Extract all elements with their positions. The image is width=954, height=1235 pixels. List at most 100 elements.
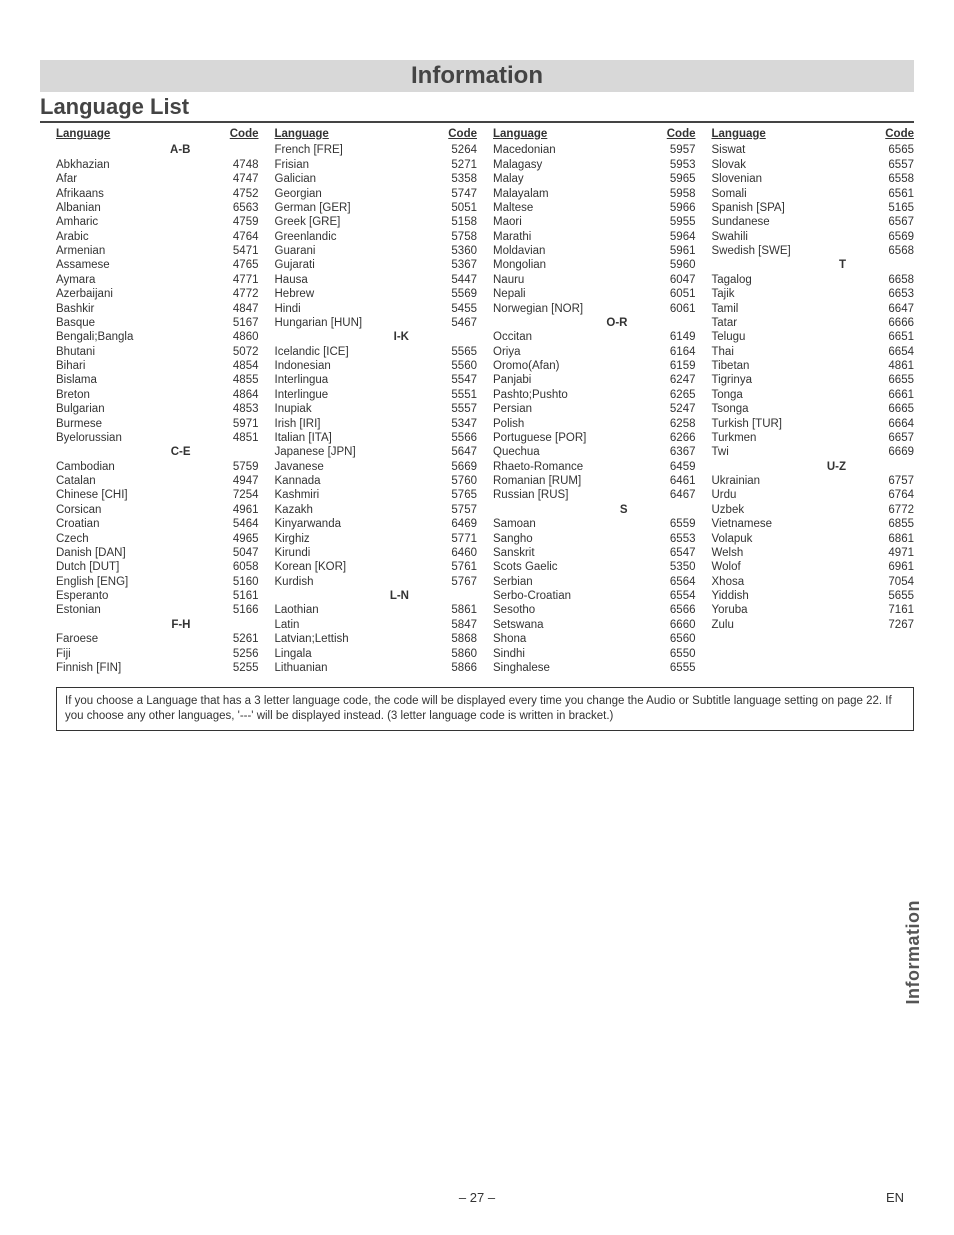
table-row: Kashmiri5765 (275, 488, 478, 502)
language-name: Polish (493, 417, 656, 431)
language-code: 6658 (874, 273, 914, 287)
table-row: Bengali;Bangla4860 (56, 330, 259, 344)
table-row: Dutch [DUT]6058 (56, 560, 259, 574)
language-code: 5957 (656, 143, 696, 157)
language-code: 5560 (437, 359, 477, 373)
header-language: Language (275, 127, 438, 141)
table-row: Zulu7267 (712, 618, 915, 632)
table-row: Catalan4947 (56, 474, 259, 488)
language-code: 6047 (656, 273, 696, 287)
section-heading-row: S (493, 503, 696, 517)
table-row: Polish6258 (493, 417, 696, 431)
language-code: 4853 (219, 402, 259, 416)
language-name: Kurdish (275, 575, 438, 589)
language-code: 5047 (219, 546, 259, 560)
table-row: Hebrew5569 (275, 287, 478, 301)
language-name: Kinyarwanda (275, 517, 438, 531)
language-code: 6555 (656, 661, 696, 675)
table-row: Russian [RUS]6467 (493, 488, 696, 502)
language-name: Kazakh (275, 503, 438, 517)
language-name: Mongolian (493, 258, 656, 272)
language-code: 6461 (656, 474, 696, 488)
table-row: Pashto;Pushto6265 (493, 388, 696, 402)
language-name: Guarani (275, 244, 438, 258)
section-heading-row: A-B (56, 143, 259, 157)
table-row: Sesotho6566 (493, 603, 696, 617)
language-name: Siswat (712, 143, 875, 157)
language-code: 7254 (219, 488, 259, 502)
language-code: 4961 (219, 503, 259, 517)
language-name: Rhaeto-Romance (493, 460, 656, 474)
language-name: Hebrew (275, 287, 438, 301)
table-row: Turkmen6657 (712, 431, 915, 445)
language-code: 5758 (437, 230, 477, 244)
language-name: Marathi (493, 230, 656, 244)
language-name: Sangho (493, 532, 656, 546)
table-row: Greek [GRE]5158 (275, 215, 478, 229)
language-code: 5271 (437, 158, 477, 172)
language-code: 5358 (437, 172, 477, 186)
column-header: LanguageCode (56, 127, 259, 141)
table-row: Malagasy5953 (493, 158, 696, 172)
language-code: 5160 (219, 575, 259, 589)
language-code: 5961 (656, 244, 696, 258)
table-row: Telugu6651 (712, 330, 915, 344)
table-row: Kannada5760 (275, 474, 478, 488)
table-row: Norwegian [NOR]6061 (493, 302, 696, 316)
language-code: 5471 (219, 244, 259, 258)
table-row: Moldavian5961 (493, 244, 696, 258)
page-title: Information (40, 62, 914, 90)
table-row: Welsh4971 (712, 546, 915, 560)
table-row: Hausa5447 (275, 273, 478, 287)
table-row: Chinese [CHI]7254 (56, 488, 259, 502)
language-name: Malagasy (493, 158, 656, 172)
language-name: Danish [DAN] (56, 546, 219, 560)
language-name: Bislama (56, 373, 219, 387)
table-row: Hindi5455 (275, 302, 478, 316)
table-row: English [ENG]5160 (56, 575, 259, 589)
language-code: 6654 (874, 345, 914, 359)
language-name: Telugu (712, 330, 875, 344)
table-row: Interlingue5551 (275, 388, 478, 402)
language-code: 6653 (874, 287, 914, 301)
column-header: LanguageCode (712, 127, 915, 141)
table-row: Swahili6569 (712, 230, 915, 244)
language-code: 5158 (437, 215, 477, 229)
header-code: Code (437, 127, 477, 141)
language-name: Tatar (712, 316, 875, 330)
table-row: Abkhazian4748 (56, 158, 259, 172)
language-name: Slovenian (712, 172, 875, 186)
table-row: Malayalam5958 (493, 187, 696, 201)
table-row: Amharic4759 (56, 215, 259, 229)
language-code: 4772 (219, 287, 259, 301)
language-code: 5464 (219, 517, 259, 531)
language-name: Zulu (712, 618, 875, 632)
language-name: Albanian (56, 201, 219, 215)
language-name: Singhalese (493, 661, 656, 675)
language-name: Irish [IRI] (275, 417, 438, 431)
section-heading-row: L-N (275, 589, 478, 603)
language-code: 6855 (874, 517, 914, 531)
language-code: 6164 (656, 345, 696, 359)
language-name: Icelandic [ICE] (275, 345, 438, 359)
language-code: 4748 (219, 158, 259, 172)
language-name: German [GER] (275, 201, 438, 215)
language-code: 6666 (874, 316, 914, 330)
language-name: Indonesian (275, 359, 438, 373)
table-row: Bislama4855 (56, 373, 259, 387)
language-code: 5161 (219, 589, 259, 603)
language-code: 6669 (874, 445, 914, 459)
table-row: Georgian5747 (275, 187, 478, 201)
table-row: Bulgarian4853 (56, 402, 259, 416)
page-number: – 27 – (459, 1190, 495, 1205)
table-row: Gujarati5367 (275, 258, 478, 272)
table-row: Thai6654 (712, 345, 915, 359)
language-name: Twi (712, 445, 875, 459)
language-name: Maltese (493, 201, 656, 215)
language-name: Oriya (493, 345, 656, 359)
language-name: Yoruba (712, 603, 875, 617)
language-name: Lingala (275, 647, 438, 661)
header-language: Language (493, 127, 656, 141)
subtitle-wrap: Language List (40, 94, 914, 123)
section-heading: C-E (56, 445, 219, 459)
